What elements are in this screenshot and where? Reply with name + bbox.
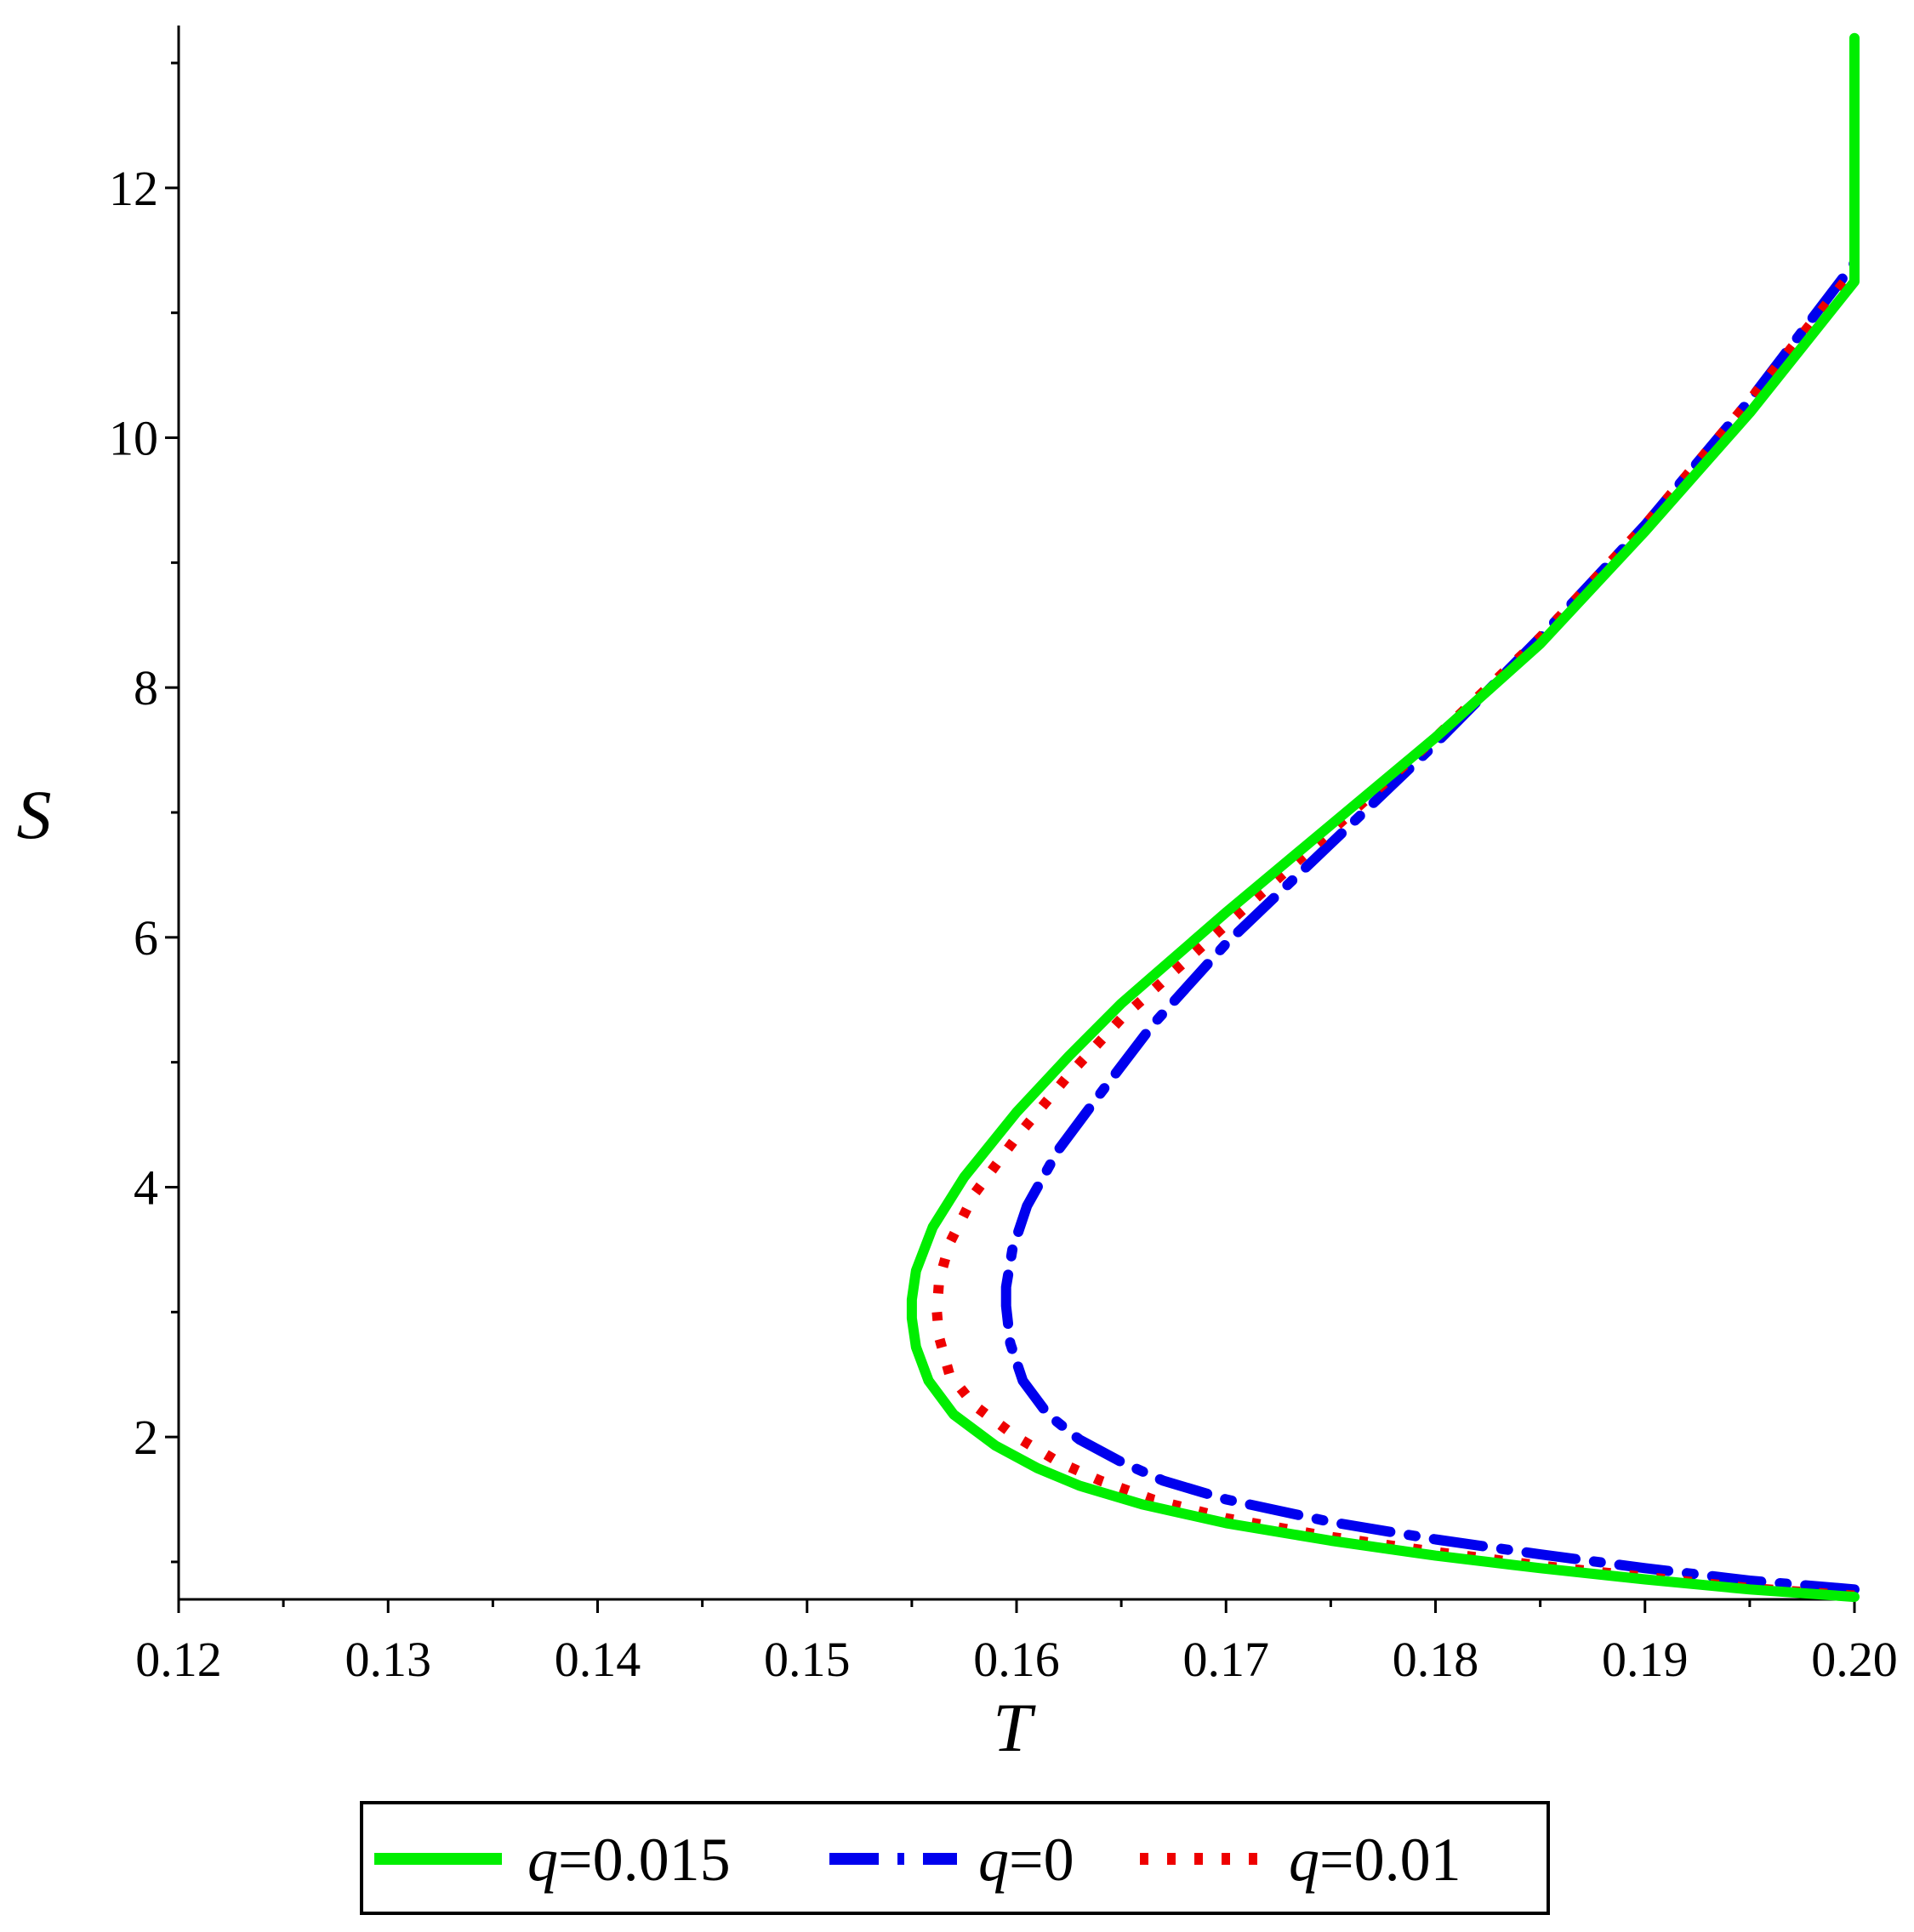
series-line-q-0-015: [906, 32, 1860, 1603]
y-tick-label: 12: [109, 161, 158, 216]
y-axis-ticks: 2 4 6 8 10 12: [109, 61, 179, 1564]
legend: q=0.015 q=0 q=0.01: [360, 1801, 1550, 1915]
x-tick-label: 0.16: [973, 1632, 1060, 1687]
x-tick-label: 0.13: [345, 1632, 432, 1687]
x-tick-label: 0.14: [555, 1632, 641, 1687]
legend-label: q=0.015: [527, 1826, 731, 1894]
series-line-q-0: [1000, 83, 1860, 1595]
series-layer: [906, 32, 1860, 1603]
x-tick-label: 0.12: [135, 1632, 222, 1687]
x-tick-label: 0.17: [1183, 1632, 1270, 1687]
x-tick-label: 0.19: [1602, 1632, 1689, 1687]
y-tick-label: 10: [109, 411, 158, 466]
y-tick-label: 6: [134, 910, 158, 966]
legend-label: q=0: [978, 1826, 1074, 1894]
series-line-q-0-01: [931, 63, 1860, 1601]
y-axis-title: S: [17, 776, 52, 853]
x-axis-ticks: 0.12 0.13 0.14 0.15 0.16 0.17 0.18 0.19 0.20: [135, 1599, 1898, 1687]
x-tick-label: 0.20: [1811, 1632, 1898, 1687]
y-tick-label: 4: [134, 1160, 158, 1215]
y-tick-label: 8: [134, 660, 158, 715]
legend-label: q=0.01: [1289, 1826, 1461, 1894]
x-axis-title: T: [993, 1689, 1036, 1766]
x-tick-label: 0.15: [764, 1632, 851, 1687]
x-tick-label: 0.18: [1393, 1632, 1479, 1687]
y-tick-label: 2: [134, 1410, 158, 1465]
